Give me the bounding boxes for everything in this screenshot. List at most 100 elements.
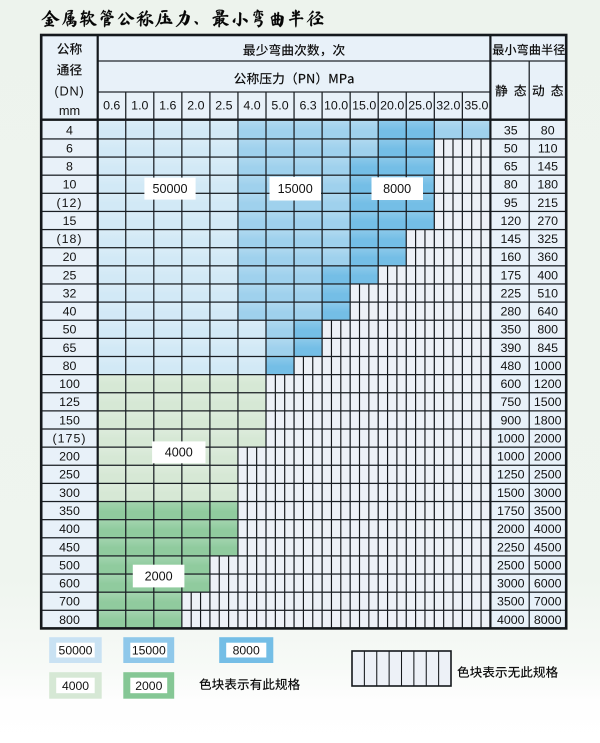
svg-text:390: 390 bbox=[500, 341, 521, 355]
svg-text:1.6: 1.6 bbox=[159, 99, 176, 113]
svg-text:2500: 2500 bbox=[497, 558, 525, 572]
svg-text:1000: 1000 bbox=[534, 359, 562, 373]
svg-text:4500: 4500 bbox=[534, 540, 562, 554]
svg-text:2000: 2000 bbox=[534, 450, 562, 464]
svg-text:40: 40 bbox=[63, 305, 77, 319]
svg-text:225: 225 bbox=[500, 286, 521, 300]
svg-text:280: 280 bbox=[500, 305, 521, 319]
svg-text:50000: 50000 bbox=[152, 182, 187, 196]
svg-text:3500: 3500 bbox=[534, 504, 562, 518]
svg-text:80: 80 bbox=[541, 123, 555, 137]
svg-text:5.0: 5.0 bbox=[271, 99, 288, 113]
svg-text:1200: 1200 bbox=[534, 377, 562, 391]
svg-text:750: 750 bbox=[500, 395, 521, 409]
svg-text:510: 510 bbox=[537, 286, 558, 300]
svg-text:8: 8 bbox=[66, 160, 73, 174]
svg-text:(DN): (DN) bbox=[54, 84, 84, 99]
svg-text:1500: 1500 bbox=[534, 395, 562, 409]
svg-text:35: 35 bbox=[504, 123, 518, 137]
svg-text:800: 800 bbox=[537, 323, 558, 337]
svg-text:25: 25 bbox=[63, 268, 77, 282]
svg-text:4000: 4000 bbox=[534, 522, 562, 536]
svg-text:4: 4 bbox=[66, 123, 73, 137]
svg-text:700: 700 bbox=[59, 595, 80, 609]
svg-text:65: 65 bbox=[504, 160, 518, 174]
svg-text:1750: 1750 bbox=[497, 504, 525, 518]
svg-text:1000: 1000 bbox=[497, 450, 525, 464]
svg-text:2250: 2250 bbox=[497, 540, 525, 554]
svg-text:20.0: 20.0 bbox=[380, 99, 404, 113]
svg-text:10.0: 10.0 bbox=[324, 99, 348, 113]
svg-text:325: 325 bbox=[537, 232, 558, 246]
svg-text:215: 215 bbox=[537, 196, 558, 210]
svg-text:50: 50 bbox=[504, 141, 518, 155]
svg-text:180: 180 bbox=[537, 178, 558, 192]
svg-text:3000: 3000 bbox=[534, 486, 562, 500]
svg-text:800: 800 bbox=[59, 613, 80, 627]
svg-text:25.0: 25.0 bbox=[408, 99, 432, 113]
svg-text:2500: 2500 bbox=[534, 468, 562, 482]
svg-text:145: 145 bbox=[537, 160, 558, 174]
svg-text:15000: 15000 bbox=[132, 643, 166, 657]
svg-text:4000: 4000 bbox=[497, 613, 525, 627]
svg-text:1.0: 1.0 bbox=[131, 99, 148, 113]
svg-text:4.0: 4.0 bbox=[243, 99, 260, 113]
svg-text:360: 360 bbox=[537, 250, 558, 264]
svg-text:100: 100 bbox=[59, 377, 80, 391]
svg-text:145: 145 bbox=[500, 232, 521, 246]
svg-text:600: 600 bbox=[500, 377, 521, 391]
svg-text:270: 270 bbox=[537, 214, 558, 228]
svg-text:400: 400 bbox=[59, 522, 80, 536]
svg-text:4000: 4000 bbox=[62, 679, 89, 693]
svg-text:80: 80 bbox=[63, 359, 77, 373]
svg-text:500: 500 bbox=[59, 558, 80, 572]
svg-text:0.6: 0.6 bbox=[103, 99, 120, 113]
svg-text:2000: 2000 bbox=[534, 432, 562, 446]
svg-text:35.0: 35.0 bbox=[464, 99, 488, 113]
svg-text:4000: 4000 bbox=[165, 446, 193, 460]
svg-text:2000: 2000 bbox=[497, 522, 525, 536]
svg-text:15.0: 15.0 bbox=[352, 99, 376, 113]
svg-text:80: 80 bbox=[504, 178, 518, 192]
svg-text:mm: mm bbox=[59, 103, 80, 118]
svg-text:2000: 2000 bbox=[145, 570, 173, 584]
svg-text:95: 95 bbox=[504, 196, 518, 210]
svg-text:120: 120 bbox=[500, 214, 521, 228]
svg-text:8000: 8000 bbox=[233, 643, 260, 657]
svg-text:900: 900 bbox=[500, 413, 521, 427]
svg-text:(175): (175) bbox=[53, 432, 87, 446]
svg-text:50: 50 bbox=[63, 323, 77, 337]
svg-text:250: 250 bbox=[59, 468, 80, 482]
svg-text:(18): (18) bbox=[56, 232, 82, 246]
svg-text:1250: 1250 bbox=[497, 468, 525, 482]
svg-text:160: 160 bbox=[500, 250, 521, 264]
svg-text:150: 150 bbox=[59, 413, 80, 427]
svg-text:15: 15 bbox=[63, 214, 77, 228]
svg-text:8000: 8000 bbox=[383, 182, 411, 196]
svg-text:6: 6 bbox=[66, 141, 73, 155]
svg-text:125: 125 bbox=[59, 395, 80, 409]
svg-text:32.0: 32.0 bbox=[436, 99, 460, 113]
svg-text:2000: 2000 bbox=[135, 679, 162, 693]
svg-text:3000: 3000 bbox=[497, 577, 525, 591]
svg-text:175: 175 bbox=[500, 268, 521, 282]
svg-text:480: 480 bbox=[500, 359, 521, 373]
svg-text:845: 845 bbox=[537, 341, 558, 355]
svg-text:640: 640 bbox=[537, 305, 558, 319]
svg-text:8000: 8000 bbox=[534, 613, 562, 627]
svg-text:6000: 6000 bbox=[534, 577, 562, 591]
svg-text:(12): (12) bbox=[56, 196, 82, 210]
svg-text:350: 350 bbox=[500, 323, 521, 337]
svg-text:3500: 3500 bbox=[497, 595, 525, 609]
svg-text:1000: 1000 bbox=[497, 432, 525, 446]
svg-text:10: 10 bbox=[63, 178, 77, 192]
svg-text:300: 300 bbox=[59, 486, 80, 500]
svg-text:50000: 50000 bbox=[59, 643, 93, 657]
svg-text:200: 200 bbox=[59, 450, 80, 464]
svg-text:1800: 1800 bbox=[534, 413, 562, 427]
svg-text:400: 400 bbox=[537, 268, 558, 282]
svg-text:600: 600 bbox=[59, 577, 80, 591]
svg-text:1500: 1500 bbox=[497, 486, 525, 500]
svg-text:6.3: 6.3 bbox=[299, 99, 316, 113]
svg-text:5000: 5000 bbox=[534, 558, 562, 572]
